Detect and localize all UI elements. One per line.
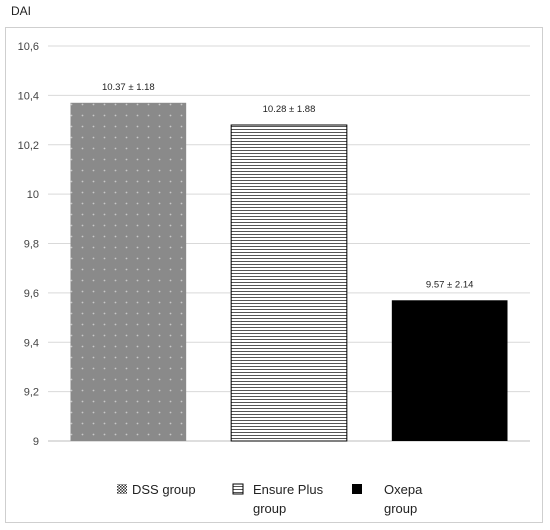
data-label: 10.37 ± 1.18 xyxy=(102,82,155,93)
y-tick-label: 9,6 xyxy=(24,288,39,300)
y-tick-label: 10,6 xyxy=(18,41,39,53)
legend-label: Oxepa xyxy=(384,482,423,497)
legend-swatch xyxy=(352,484,362,494)
legend-label: DSS group xyxy=(132,482,196,497)
bars xyxy=(70,102,508,442)
y-tick-labels: 9 9,2 9,4 9,6 9,8 10 10,2 10,4 10,6 xyxy=(18,41,39,448)
legend-swatch xyxy=(232,483,244,495)
y-tick-label: 9,8 xyxy=(24,239,39,251)
y-axis-label: DAI xyxy=(11,4,32,18)
data-label: 9.57 ± 2.14 xyxy=(426,279,473,290)
bar-dss-group xyxy=(70,102,187,441)
legend-label: group xyxy=(384,501,417,516)
y-tick-label: 10,2 xyxy=(18,140,39,152)
y-tick-label: 9 xyxy=(33,436,39,448)
legend-label: Ensure Plus xyxy=(253,482,324,497)
bar-ensure-plus-group xyxy=(230,124,348,442)
data-label: 10.28 ± 1.88 xyxy=(263,104,316,115)
y-tick-label: 9,4 xyxy=(24,337,39,349)
bar-oxepa-group xyxy=(391,300,508,441)
legend-label: group xyxy=(253,501,286,516)
data-labels: 10.37 ± 1.18 10.28 ± 1.88 9.57 ± 2.14 xyxy=(102,82,473,291)
legend: DSS group Ensure Plus group Oxepa group xyxy=(117,482,423,516)
legend-swatch xyxy=(117,484,127,494)
y-tick-label: 10,4 xyxy=(18,90,39,102)
y-tick-label: 10 xyxy=(27,189,39,201)
y-tick-label: 9,2 xyxy=(24,387,39,399)
